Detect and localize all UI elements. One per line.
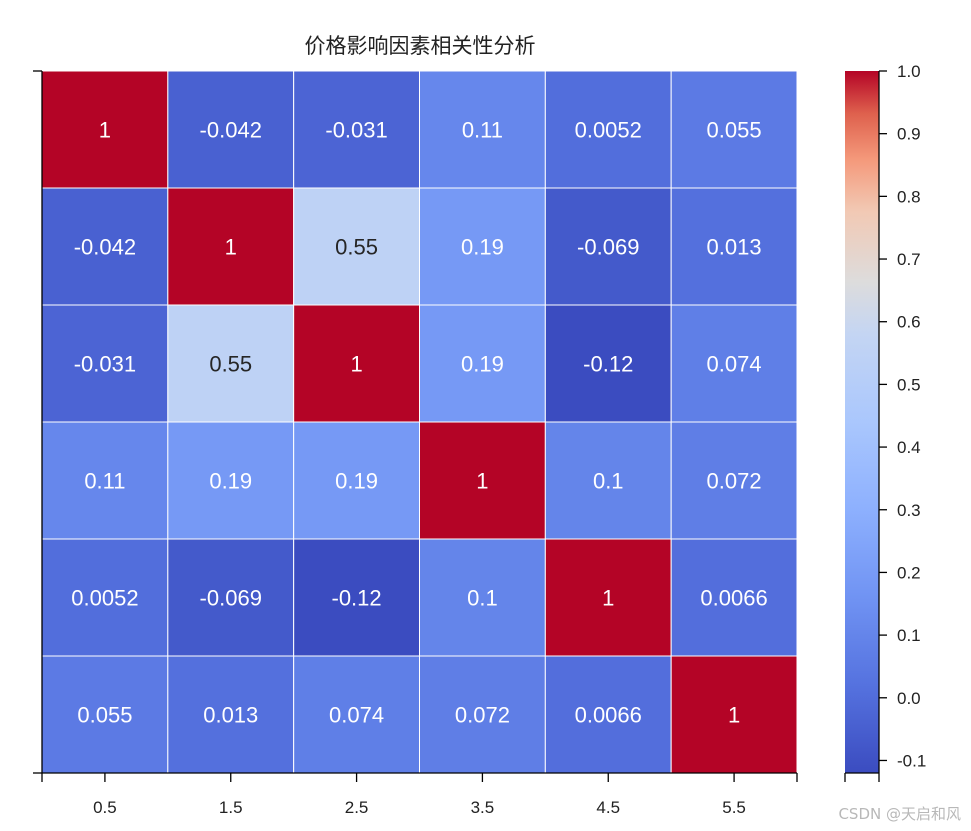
heatmap-cell bbox=[670, 304, 798, 423]
cell-value-label: 0.0066 bbox=[700, 586, 767, 611]
heatmap-cell bbox=[293, 70, 420, 189]
cell-value-label: 0.55 bbox=[335, 235, 378, 260]
colorbar-axis: -0.1 0.0 0.1 0.2 0.3 0.4 0.5 0.6 0.7 0.8 0.9 1.0 bbox=[844, 62, 926, 782]
heatmap-cell bbox=[167, 304, 295, 423]
heatmap-cell bbox=[167, 70, 295, 189]
colorbar-tick-label: 0.1 bbox=[897, 626, 921, 645]
colorbar-tick-label: 1.0 bbox=[897, 62, 921, 81]
cell-value-label: -0.069 bbox=[577, 235, 639, 260]
heatmap-cell bbox=[41, 304, 169, 423]
heatmap-cell bbox=[419, 538, 546, 657]
heatmap-cell bbox=[419, 187, 546, 306]
colorbar-tick-label: 0.0 bbox=[897, 689, 921, 708]
cell-value-label: 0.055 bbox=[707, 118, 762, 143]
cell-value-label: 1 bbox=[350, 352, 362, 377]
cell-value-label: -0.069 bbox=[200, 586, 262, 611]
heatmap-cell bbox=[293, 421, 420, 540]
cell-value-label: 1 bbox=[476, 469, 488, 494]
heatmap-cell bbox=[419, 304, 546, 423]
cell-value-label: 0.1 bbox=[467, 586, 498, 611]
cell-value-label: 0.19 bbox=[461, 235, 504, 260]
cell-value-label: -0.042 bbox=[74, 235, 136, 260]
cell-value-label: -0.031 bbox=[74, 352, 136, 377]
cell-value-label: 1 bbox=[728, 703, 740, 728]
cell-value-label: 0.19 bbox=[461, 352, 504, 377]
cell-value-label: -0.12 bbox=[332, 586, 382, 611]
colorbar bbox=[845, 71, 879, 773]
heatmap-cell bbox=[41, 538, 169, 657]
cell-value-label: 0.19 bbox=[335, 469, 378, 494]
x-tick-label: 5.5 bbox=[722, 798, 746, 817]
heatmap-cell bbox=[670, 538, 798, 657]
heatmap-cell bbox=[544, 70, 672, 189]
cell-value-label: 0.0052 bbox=[71, 586, 138, 611]
colorbar-tick-label: -0.1 bbox=[897, 751, 926, 770]
heatmap-cell bbox=[670, 70, 798, 189]
heatmap-cell bbox=[41, 70, 169, 189]
watermark: CSDN @天启和风 bbox=[838, 805, 961, 823]
heatmap-cell bbox=[544, 538, 672, 657]
cell-value-label: 0.19 bbox=[209, 469, 252, 494]
heatmap-cell bbox=[670, 655, 798, 774]
cell-value-label: -0.031 bbox=[325, 118, 387, 143]
x-tick-label: 3.5 bbox=[471, 798, 495, 817]
cell-value-label: -0.12 bbox=[583, 352, 633, 377]
colorbar-tick-label: 0.9 bbox=[897, 125, 921, 144]
heatmap-cell bbox=[670, 187, 798, 306]
cell-value-label: 0.11 bbox=[84, 469, 125, 494]
cell-value-label: 0.013 bbox=[203, 703, 258, 728]
x-tick-label: 2.5 bbox=[345, 798, 369, 817]
heatmap-cell bbox=[419, 70, 546, 189]
heatmap-cell bbox=[293, 304, 420, 423]
heatmap-cell bbox=[41, 421, 169, 540]
cell-value-label: 0.074 bbox=[707, 352, 762, 377]
colorbar-tick-label: 0.8 bbox=[897, 187, 921, 206]
heatmap-cell bbox=[41, 655, 169, 774]
cell-value-label: 0.0052 bbox=[575, 118, 642, 143]
cell-value-label: 1 bbox=[99, 118, 111, 143]
cell-value-label: 1 bbox=[602, 586, 614, 611]
heatmap-cell bbox=[293, 538, 420, 657]
cell-value-label: 1 bbox=[225, 235, 237, 260]
cell-value-label: 0.074 bbox=[329, 703, 384, 728]
cell-value-label: -0.042 bbox=[200, 118, 262, 143]
colorbar-tick-label: 0.2 bbox=[897, 563, 921, 582]
cell-value-label: 0.055 bbox=[77, 703, 132, 728]
heatmap-cell bbox=[544, 421, 672, 540]
heatmap-cell bbox=[167, 421, 295, 540]
heatmap-cell bbox=[419, 421, 546, 540]
heatmap-cell bbox=[167, 187, 295, 306]
cell-value-label: 0.072 bbox=[707, 469, 762, 494]
cell-value-label: 0.072 bbox=[455, 703, 510, 728]
heatmap-cells: 1 -0.042 -0.031 0.11 0.0052 0.055-0.042 1 0.55 0… bbox=[41, 70, 798, 774]
cell-value-label: 0.013 bbox=[707, 235, 762, 260]
cell-value-label: 0.55 bbox=[209, 352, 252, 377]
cell-value-label: 0.1 bbox=[593, 469, 624, 494]
colorbar-tick-label: 0.4 bbox=[897, 438, 921, 457]
heatmap-cell bbox=[670, 421, 798, 540]
x-tick-label: 0.5 bbox=[93, 798, 117, 817]
x-tick-label: 4.5 bbox=[596, 798, 620, 817]
cell-value-label: 0.0066 bbox=[575, 703, 642, 728]
cell-value-label: 0.11 bbox=[462, 118, 503, 143]
colorbar-tick-label: 0.6 bbox=[897, 313, 921, 332]
heatmap-axes: 0.5 1.5 2.5 3.5 4.5 5.5 bbox=[33, 70, 798, 817]
heatmap-cell bbox=[544, 655, 672, 774]
heatmap-cell bbox=[544, 304, 672, 423]
chart-title: 价格影响因素相关性分析 bbox=[305, 34, 536, 58]
colorbar-tick-label: 0.7 bbox=[897, 250, 921, 269]
x-tick-label: 1.5 bbox=[219, 798, 243, 817]
colorbar-tick-label: 0.5 bbox=[897, 375, 921, 394]
colorbar-tick-label: 0.3 bbox=[897, 501, 921, 520]
